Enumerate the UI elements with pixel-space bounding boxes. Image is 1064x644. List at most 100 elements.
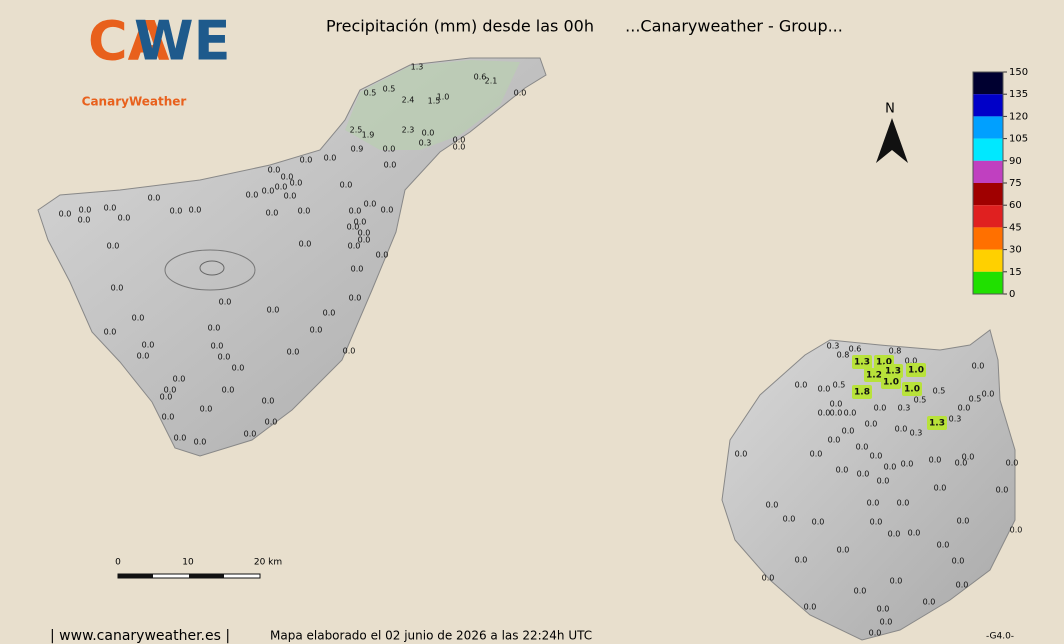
station-value-highlighted: 1.0 xyxy=(904,385,920,395)
station-value: 0.0 xyxy=(795,381,808,390)
station-value-highlighted: 1.3 xyxy=(929,419,945,429)
station-value: 0.0 xyxy=(890,577,903,586)
legend-band xyxy=(973,138,1003,161)
station-value: 0.0 xyxy=(870,518,883,527)
station-value: 0.0 xyxy=(830,400,843,409)
station-value: 0.0 xyxy=(837,546,850,555)
legend-label: 90 xyxy=(1009,156,1022,167)
station-value: 0.0 xyxy=(340,181,353,190)
station-value: 0.3 xyxy=(910,429,923,438)
station-value: 0.0 xyxy=(232,364,245,373)
station-value: 0.0 xyxy=(275,183,288,192)
station-value: 0.5 xyxy=(969,395,982,404)
station-value: 0.0 xyxy=(132,314,145,323)
station-highlight xyxy=(852,355,872,369)
station-value: 0.0 xyxy=(905,357,918,366)
station-value: 0.0 xyxy=(265,418,278,427)
station-value: 0.3 xyxy=(949,415,962,424)
scale-label: 20 km xyxy=(254,558,282,568)
station-value: 0.0 xyxy=(148,194,161,203)
station-value: 0.0 xyxy=(268,166,281,175)
station-value: 0.0 xyxy=(844,409,857,418)
station-value: 0.0 xyxy=(300,156,313,165)
legend-label: 60 xyxy=(1009,200,1022,211)
station-value: 0.0 xyxy=(208,324,221,333)
legend-label: 30 xyxy=(1009,245,1022,256)
station-value: 0.0 xyxy=(514,89,527,98)
logo-name: CanaryWeather xyxy=(82,95,187,109)
station-value: 0.0 xyxy=(351,265,364,274)
legend-band xyxy=(973,205,1003,228)
station-value: 0.0 xyxy=(856,443,869,452)
station-value: 0.0 xyxy=(888,530,901,539)
station-value: 0.0 xyxy=(880,618,893,627)
station-highlight xyxy=(864,368,884,382)
station-value: 0.0 xyxy=(952,557,965,566)
station-value: 0.0 xyxy=(810,450,823,459)
legend-label: 120 xyxy=(1009,111,1028,122)
station-value: 0.0 xyxy=(937,541,950,550)
station-value-highlighted: 1.3 xyxy=(854,358,870,368)
scale-seg xyxy=(189,574,224,578)
legend-band xyxy=(973,227,1003,250)
logo-letters-b: WE xyxy=(134,10,230,73)
station-value: 0.0 xyxy=(107,242,120,251)
station-value: 0.0 xyxy=(956,581,969,590)
station-value: 0.0 xyxy=(453,143,466,152)
station-value-highlighted: 1.0 xyxy=(883,378,899,388)
station-value: 0.0 xyxy=(804,603,817,612)
station-highlight xyxy=(906,363,926,377)
station-value: 0.0 xyxy=(857,470,870,479)
teide-contour xyxy=(164,249,256,291)
station-value: 0.0 xyxy=(830,409,843,418)
station-value: 0.0 xyxy=(349,207,362,216)
station-value: 0.0 xyxy=(854,587,867,596)
scale-label: 0 xyxy=(115,558,121,568)
station-value: 0.0 xyxy=(895,425,908,434)
station-value: 1.0 xyxy=(437,93,450,102)
station-value-highlighted: 1.2 xyxy=(866,371,882,381)
station-value: 0.0 xyxy=(358,236,371,245)
station-value: 0.0 xyxy=(290,179,303,188)
station-value: 1.3 xyxy=(411,63,424,72)
station-value: 0.0 xyxy=(281,173,294,182)
station-value: 0.0 xyxy=(298,207,311,216)
station-value: 0.5 xyxy=(833,381,846,390)
station-value: 0.0 xyxy=(1010,526,1023,535)
station-value: 0.0 xyxy=(897,499,910,508)
station-value: 0.0 xyxy=(818,385,831,394)
legend-band xyxy=(973,183,1003,206)
station-value: 0.0 xyxy=(836,466,849,475)
station-value: 2.3 xyxy=(402,126,415,135)
station-value: 0.0 xyxy=(972,362,985,371)
station-value: 0.0 xyxy=(310,326,323,335)
teide-peak xyxy=(199,260,225,276)
station-value: 0.3 xyxy=(827,342,840,351)
map-subtitle: ...Canaryweather - Group... xyxy=(625,17,843,36)
station-value: 0.0 xyxy=(348,242,361,251)
legend-band xyxy=(973,249,1003,272)
station-value: 0.0 xyxy=(59,210,72,219)
station-value: 0.0 xyxy=(735,450,748,459)
station-value: 0.0 xyxy=(347,223,360,232)
station-value: 0.0 xyxy=(266,209,279,218)
station-value: 0.0 xyxy=(982,390,995,399)
station-value: 0.0 xyxy=(958,404,971,413)
station-value: 0.0 xyxy=(934,484,947,493)
station-value: 0.0 xyxy=(867,499,880,508)
station-value: 1.5 xyxy=(428,97,441,106)
station-value-highlighted: 1.8 xyxy=(854,388,870,398)
station-value: 0.0 xyxy=(870,452,883,461)
station-value: 0.0 xyxy=(218,353,231,362)
legend-label: 15 xyxy=(1009,267,1022,278)
station-value: 0.0 xyxy=(908,529,921,538)
station-value: 0.0 xyxy=(877,605,890,614)
station-highlight xyxy=(927,416,947,430)
station-value: 0.0 xyxy=(78,216,91,225)
station-value: 0.0 xyxy=(422,129,435,138)
legend-label: 75 xyxy=(1009,178,1022,189)
station-value: 0.0 xyxy=(79,206,92,215)
legend-label: 135 xyxy=(1009,89,1028,100)
